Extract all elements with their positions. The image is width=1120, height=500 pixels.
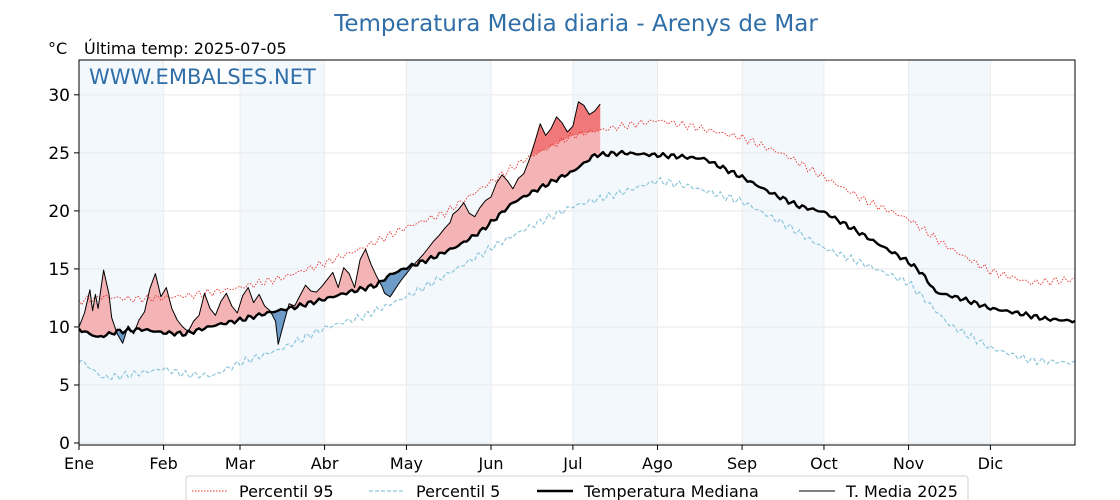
fill-above-median [287, 249, 380, 309]
x-tick-label-month: Ene [64, 454, 94, 473]
x-tick-label-month: Nov [893, 454, 924, 473]
series-line-percentil-95 [78, 119, 1076, 306]
fill-below-median [271, 308, 288, 345]
watermark: WWW.EMBALSES.NET [89, 65, 316, 89]
fill-above-median [79, 270, 116, 338]
x-tick-label-month: Abr [311, 454, 339, 473]
x-tick-label-month: Dic [978, 454, 1004, 473]
plot-frame [78, 59, 1076, 446]
legend-label: Temperatura Mediana [583, 482, 759, 500]
x-tick-label-month: Ago [642, 454, 673, 473]
last-temp-label: Última temp: 2025-07-05 [84, 39, 287, 58]
y-axis-ticks: 0 5 10 15 20 25 30 [48, 86, 79, 454]
x-tick-label-month: Feb [149, 454, 177, 473]
y-tick-label: 5 [59, 376, 70, 396]
legend-label: T. Media 2025 [845, 482, 958, 500]
legend: Percentil 95 Percentil 5 Temperatura Media… [185, 475, 969, 500]
series-line-temperatura-mediana [78, 149, 1076, 339]
x-axis-month-ticks: Ene Feb Mar Abr May Jun Jul Ago Sep Oct Nov Dic [64, 445, 1003, 473]
month-band [406, 60, 492, 445]
series-line-percentil-5 [78, 176, 1076, 382]
x-tick-label-month: Sep [727, 454, 757, 473]
grid-lines [78, 60, 1075, 445]
y-tick-label: 0 [59, 434, 70, 454]
y-tick-label: 20 [48, 202, 70, 222]
x-tick-label-month: Mar [225, 454, 256, 473]
legend-label: Percentil 95 [239, 482, 334, 500]
x-tick-label-month: Jun [478, 454, 504, 473]
month-band [79, 60, 164, 445]
legend-label: Percentil 5 [416, 482, 500, 500]
series-lines [78, 101, 1076, 382]
y-tick-label: 10 [48, 318, 70, 338]
y-tick-label: 15 [48, 260, 70, 280]
x-tick-label-month: Jul [562, 454, 582, 473]
fill-below-median [380, 265, 413, 297]
x-tick-label-month: Oct [810, 454, 838, 473]
y-axis-unit-label: °C [48, 39, 67, 58]
x-tick-label-month: May [390, 454, 423, 473]
y-tick-label: 25 [48, 144, 70, 164]
month-band [742, 60, 824, 445]
month-band [239, 60, 325, 445]
month-bands [79, 60, 991, 445]
chart-title: Temperatura Media diaria - Arenys de Mar [333, 11, 818, 37]
month-band [908, 60, 991, 445]
series-line-t-media-2025 [78, 101, 601, 345]
y-tick-label: 30 [48, 86, 70, 106]
fill-above-median [135, 273, 271, 334]
legend-box [185, 475, 969, 500]
